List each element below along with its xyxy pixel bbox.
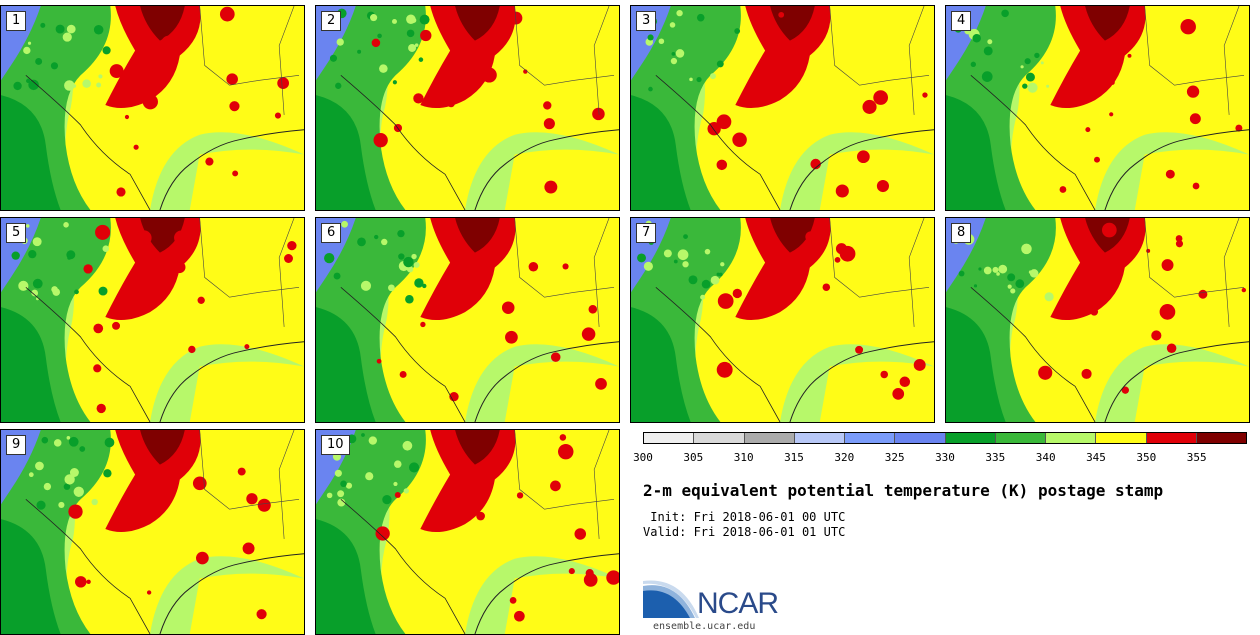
plot-title: 2-m equivalent potential temperature (K)… bbox=[643, 481, 1164, 500]
colorbar-tick-label: 305 bbox=[683, 451, 704, 464]
colorbar-swatch bbox=[995, 433, 1046, 443]
colorbar-swatch bbox=[1146, 433, 1197, 443]
member-map bbox=[946, 218, 1249, 422]
colorbar-swatch bbox=[644, 433, 695, 443]
member-panel: 3 bbox=[630, 5, 935, 211]
member-map bbox=[1, 6, 304, 210]
member-panel: 2 bbox=[315, 5, 620, 211]
colorbar-tick-label: 350 bbox=[1136, 451, 1157, 464]
colorbar-swatch bbox=[945, 433, 996, 443]
member-map bbox=[316, 6, 619, 210]
member-panel: 6 bbox=[315, 217, 620, 423]
member-number-label: 5 bbox=[6, 223, 27, 243]
member-map bbox=[1, 218, 304, 422]
colorbar-tick-label: 335 bbox=[985, 451, 1006, 464]
member-number-label: 4 bbox=[951, 11, 972, 31]
init-time: Init: Fri 2018-06-01 00 UTC bbox=[643, 510, 846, 524]
member-panel: 4 bbox=[945, 5, 1250, 211]
colorbar-swatch bbox=[744, 433, 795, 443]
colorbar-tick-label: 330 bbox=[935, 451, 955, 464]
colorbar bbox=[643, 432, 1247, 444]
member-number-label: 1 bbox=[6, 11, 27, 31]
colorbar-tick-label: 315 bbox=[784, 451, 804, 464]
colorbar-tick-label: 345 bbox=[1086, 451, 1106, 464]
colorbar-swatch bbox=[794, 433, 845, 443]
member-panel: 5 bbox=[0, 217, 305, 423]
member-panel: 1 bbox=[0, 5, 305, 211]
member-map bbox=[316, 430, 619, 634]
member-map bbox=[946, 6, 1249, 210]
colorbar-swatch bbox=[845, 433, 896, 443]
colorbar-tick-label: 310 bbox=[733, 451, 754, 464]
ncar-logo-text: NCAR bbox=[697, 587, 779, 620]
member-number-label: 10 bbox=[321, 435, 350, 455]
colorbar-tick-label: 320 bbox=[834, 451, 855, 464]
member-map bbox=[316, 218, 619, 422]
member-number-label: 6 bbox=[321, 223, 342, 243]
member-number-label: 8 bbox=[951, 223, 972, 243]
colorbar-swatch bbox=[1196, 433, 1246, 443]
colorbar-tick-label: 300 bbox=[633, 451, 653, 464]
member-number-label: 7 bbox=[636, 223, 657, 243]
colorbar-tick-label: 325 bbox=[884, 451, 905, 464]
ncar-logo-icon bbox=[643, 580, 699, 618]
member-number-label: 3 bbox=[636, 11, 657, 31]
colorbar-swatch bbox=[895, 433, 946, 443]
colorbar-tick-label: 355 bbox=[1186, 451, 1207, 464]
valid-time: Valid: Fri 2018-06-01 01 UTC bbox=[643, 525, 846, 539]
colorbar-tick-label: 340 bbox=[1035, 451, 1056, 464]
member-map bbox=[1, 430, 304, 634]
member-map bbox=[631, 6, 934, 210]
member-panel: 9 bbox=[0, 429, 305, 635]
colorbar-swatch bbox=[694, 433, 745, 443]
colorbar-swatch bbox=[1046, 433, 1097, 443]
ensemble-url: ensemble.ucar.edu bbox=[653, 621, 756, 632]
member-number-label: 2 bbox=[321, 11, 342, 31]
colorbar-swatch bbox=[1096, 433, 1147, 443]
time-info: Init: Fri 2018-06-01 00 UTC Valid: Fri 20… bbox=[643, 510, 845, 540]
member-panel: 8 bbox=[945, 217, 1250, 423]
member-number-label: 9 bbox=[6, 435, 27, 455]
member-panel: 7 bbox=[630, 217, 935, 423]
member-map bbox=[631, 218, 934, 422]
colorbar-tick-labels: 300 305 310 315 320 325 330 335 340 345 350 355 bbox=[633, 451, 1247, 465]
member-panel: 10 bbox=[315, 429, 620, 635]
